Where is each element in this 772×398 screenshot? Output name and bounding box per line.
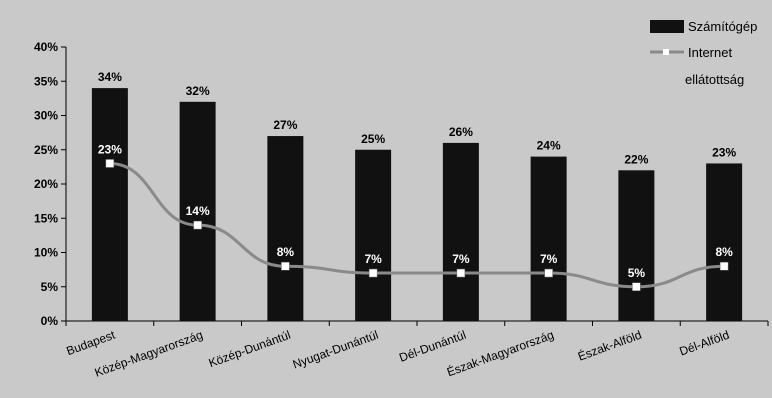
legend-note: ellátottság [685, 72, 744, 87]
legend-label-internet: Internet [688, 45, 732, 60]
legend-marker-internet [663, 49, 669, 55]
bar-value-label: 23% [712, 145, 736, 159]
y-tick-label: 20% [34, 177, 58, 191]
bar-value-label: 25% [361, 132, 385, 146]
data-labels: 34% 32% 27% 25% 26% 24% 22% 23% 23% 14% 8% 7% 7% 7% 5%… [98, 70, 737, 280]
internet-line [105, 159, 729, 291]
internet-value-label: 5% [628, 266, 646, 280]
y-tick-label: 40% [34, 40, 58, 54]
internet-value-label: 7% [364, 252, 382, 266]
legend-label-computer: Számítógép [688, 19, 757, 34]
bar-value-label: 24% [537, 139, 561, 153]
internet-point [632, 282, 641, 291]
internet-point [193, 220, 202, 230]
y-tick-label: 25% [34, 143, 58, 157]
bar [530, 156, 567, 321]
internet-point [544, 268, 553, 278]
bar [91, 88, 128, 321]
bar [618, 170, 655, 321]
bar [706, 163, 743, 321]
x-category-label: Közép-Dunántúl [207, 328, 293, 371]
x-category-label: Budapest [64, 327, 117, 358]
y-tick-label: 30% [34, 109, 58, 123]
bar-value-label: 32% [186, 84, 210, 98]
bar [355, 149, 392, 321]
internet-value-label: 14% [186, 204, 210, 218]
legend-swatch-computer [650, 20, 684, 33]
internet-point [281, 261, 290, 271]
internet-point [719, 261, 729, 271]
y-tick-label: 5% [41, 280, 59, 294]
legend: Számítógép Internet ellátottság [650, 19, 757, 87]
internet-value-label: 23% [98, 142, 122, 156]
y-tick-label: 10% [34, 246, 58, 260]
bar [179, 101, 216, 321]
internet-point [105, 159, 115, 168]
x-category-label: Dél-Alföld [677, 328, 731, 359]
bar-value-label: 26% [449, 125, 473, 139]
bar-value-label: 27% [273, 118, 297, 132]
internet-value-label: 8% [277, 245, 295, 259]
y-tick-label: 35% [34, 74, 58, 88]
y-tick-label: 15% [34, 211, 58, 225]
x-category-label: Észak-Alföld [576, 327, 644, 364]
internet-point [456, 268, 466, 278]
bars [91, 88, 743, 321]
x-category-label: Dél-Dunántúl [397, 328, 468, 365]
bar-value-label: 34% [98, 70, 122, 84]
bar-value-label: 22% [624, 152, 648, 166]
bar [267, 136, 304, 321]
internet-point [368, 268, 378, 278]
internet-value-label: 8% [715, 245, 733, 259]
bar [442, 142, 479, 321]
x-category-label: Nyugat-Dunántúl [291, 328, 380, 372]
internet-value-label: 7% [540, 252, 558, 266]
y-tick-label: 0% [41, 314, 59, 328]
axes: 0%5%10%15%20%25%30%35%40%BudapestKözép-M… [34, 40, 769, 380]
internet-value-label: 7% [452, 252, 470, 266]
